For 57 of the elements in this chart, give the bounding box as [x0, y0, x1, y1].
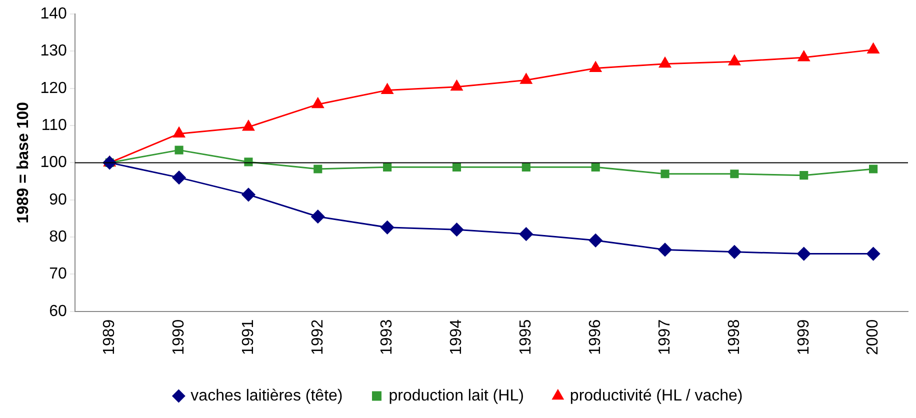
y-tick-label: 130	[40, 42, 67, 60]
x-tick-label: 1998	[726, 319, 743, 355]
point	[867, 42, 880, 54]
point	[869, 164, 878, 174]
point	[519, 227, 533, 241]
point	[173, 126, 185, 138]
point	[314, 164, 322, 174]
legend-label: production lait (HL)	[388, 387, 524, 404]
y-tick-label: 70	[49, 266, 67, 283]
point	[728, 54, 740, 66]
x-tick-label: 1992	[309, 319, 326, 355]
y-tick-label: 140	[40, 5, 67, 22]
point	[450, 222, 464, 236]
point	[588, 234, 602, 248]
point	[591, 162, 600, 172]
y-tick-label: 100	[40, 154, 67, 172]
point	[311, 210, 325, 224]
y-tick-label: 110	[41, 116, 67, 134]
x-tick-label: 1991	[240, 319, 257, 355]
point	[660, 170, 670, 178]
point	[452, 162, 462, 172]
point	[380, 220, 394, 234]
point	[800, 171, 808, 180]
point	[172, 170, 186, 184]
point	[312, 98, 324, 108]
y-axis-title: 1989 = base 100	[15, 102, 32, 224]
point	[659, 57, 671, 68]
y-tick-label: 80	[49, 228, 67, 246]
point	[242, 120, 254, 131]
point	[866, 247, 880, 261]
x-tick-label: 1990	[170, 319, 188, 355]
x-tick-label: 1994	[448, 319, 466, 355]
point	[522, 162, 530, 172]
x-tick-label: 2000	[864, 319, 882, 355]
point	[590, 62, 602, 72]
point	[520, 73, 532, 84]
point	[174, 146, 184, 154]
x-tick-label: 1993	[378, 319, 396, 355]
point	[383, 162, 392, 172]
point	[242, 188, 256, 202]
y-tick-label: 60	[49, 302, 67, 320]
point	[798, 50, 810, 62]
x-tick-label: 1997	[656, 319, 674, 355]
point	[450, 80, 463, 91]
x-tick-label: 1989	[101, 319, 118, 355]
legend-label: vaches laitières (tête)	[190, 387, 343, 404]
x-tick-label: 1995	[518, 319, 535, 355]
legend-label: productivité (HL / vache)	[570, 387, 743, 404]
y-tick-label: 90	[49, 191, 67, 208]
point	[381, 83, 394, 94]
point	[728, 245, 742, 259]
point	[797, 247, 811, 261]
x-tick-label: 1999	[795, 319, 812, 355]
point	[658, 242, 672, 256]
y-tick-label: 120	[40, 80, 67, 97]
x-tick-label: 1996	[586, 319, 604, 355]
point	[730, 170, 739, 178]
